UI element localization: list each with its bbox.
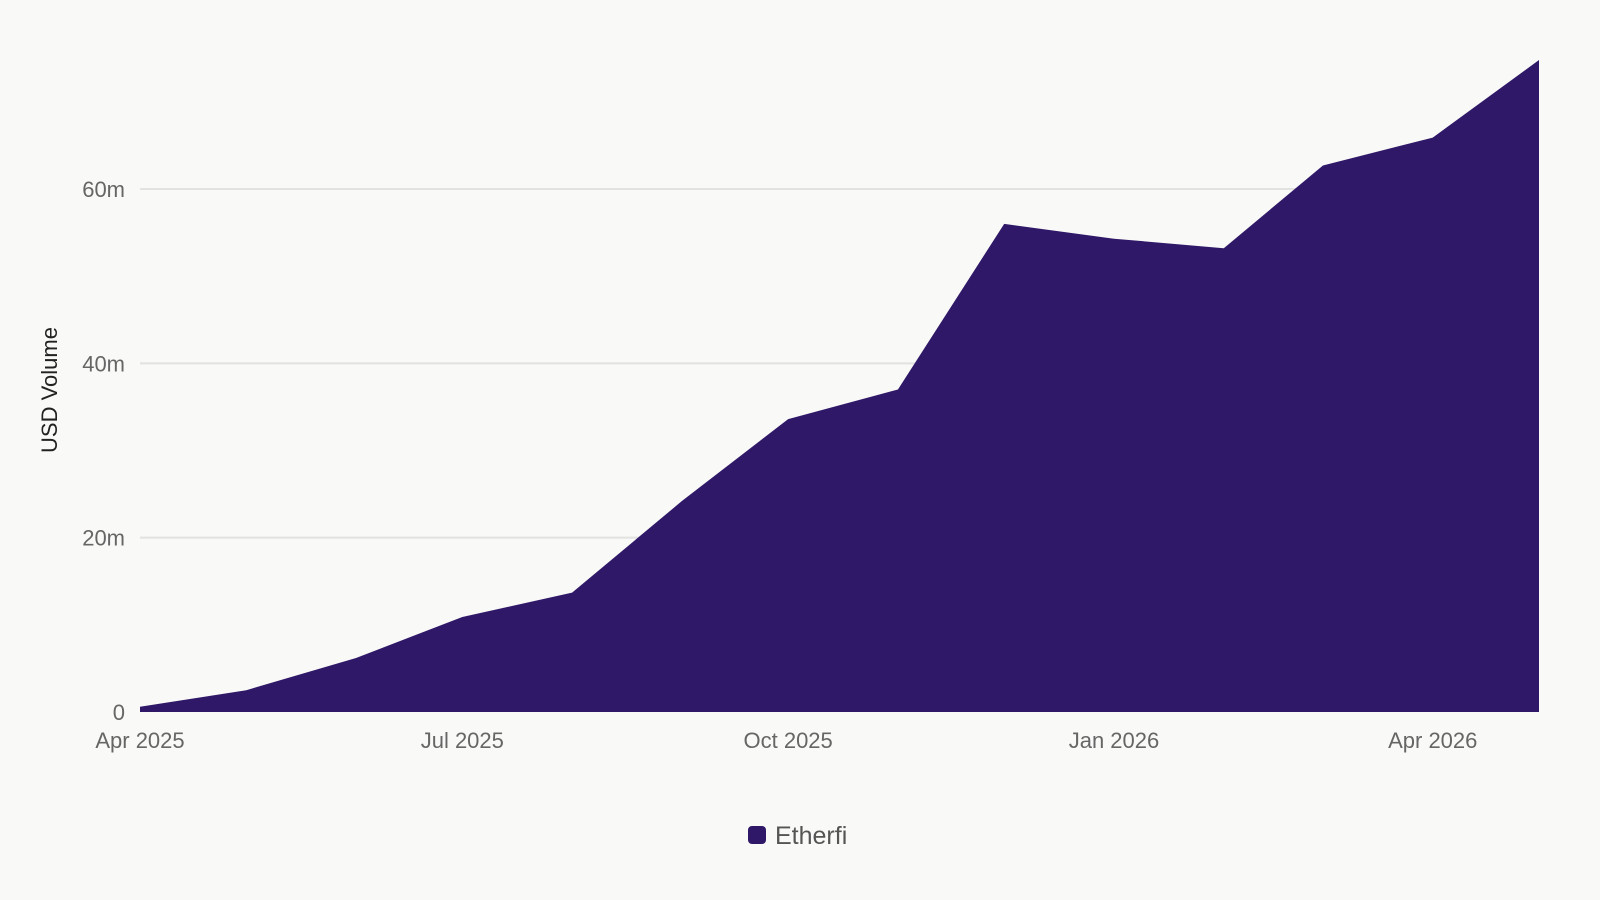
data-point[interactable] bbox=[1318, 160, 1328, 170]
x-tick-label: Jan 2026 bbox=[1069, 728, 1160, 753]
y-axis-title: USD Volume bbox=[37, 327, 62, 453]
series-area-group bbox=[135, 55, 1544, 712]
y-tick-labels: 0 20m 40m 60m bbox=[82, 177, 125, 725]
data-point[interactable] bbox=[1428, 133, 1438, 143]
data-point[interactable] bbox=[351, 653, 361, 663]
data-point[interactable] bbox=[1219, 243, 1229, 253]
y-tick-label: 0 bbox=[113, 700, 125, 725]
y-tick-label: 60m bbox=[82, 177, 125, 202]
x-tick-label: Apr 2026 bbox=[1388, 728, 1477, 753]
legend[interactable]: Etherfi bbox=[748, 822, 847, 850]
data-point[interactable] bbox=[567, 588, 577, 598]
x-tick-labels: Apr 2025 Jul 2025 Oct 2025 Jan 2026 Apr 2026 bbox=[95, 728, 1477, 753]
y-tick-label: 20m bbox=[82, 526, 125, 551]
series-area-etherfi[interactable] bbox=[140, 60, 1539, 712]
legend-label[interactable]: Etherfi bbox=[775, 822, 847, 850]
data-point[interactable] bbox=[783, 414, 793, 424]
data-point[interactable] bbox=[1109, 234, 1119, 244]
x-tick-label: Apr 2025 bbox=[95, 728, 184, 753]
data-point[interactable] bbox=[677, 496, 687, 506]
x-tick-label: Oct 2025 bbox=[744, 728, 833, 753]
data-point[interactable] bbox=[1534, 55, 1544, 65]
x-tick-label: Jul 2025 bbox=[421, 728, 504, 753]
data-point[interactable] bbox=[999, 219, 1009, 229]
data-point[interactable] bbox=[893, 384, 903, 394]
legend-swatch[interactable] bbox=[748, 826, 766, 844]
y-tick-label: 40m bbox=[82, 351, 125, 376]
data-point[interactable] bbox=[135, 702, 145, 712]
data-point[interactable] bbox=[241, 685, 251, 695]
data-point[interactable] bbox=[457, 612, 467, 622]
